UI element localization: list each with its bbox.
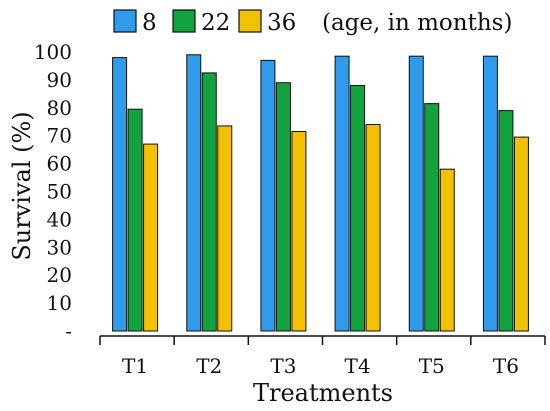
legend-label-series-3: 36 [267, 10, 296, 36]
y-axis-title: Survival (%) [8, 111, 36, 260]
y-tick-label: 80 [47, 96, 72, 120]
x-tick-label: T6 [493, 354, 519, 378]
bar-T2-series-3 [217, 125, 233, 332]
bar-T4-series-2 [350, 84, 366, 332]
legend-label-series-2: 22 [201, 10, 230, 36]
legend-swatch-series-1 [113, 9, 137, 33]
bar-T5-series-2 [424, 103, 440, 332]
bar-T1-series-2 [127, 108, 143, 332]
y-tick-label: 100 [34, 40, 72, 64]
x-tick-label: T3 [270, 354, 296, 378]
bar-T2-series-2 [201, 72, 217, 332]
bar-T3-series-2 [275, 82, 291, 332]
bar-T5-series-3 [439, 168, 455, 332]
y-tick-label: 60 [47, 152, 72, 176]
y-tick-label: 70 [47, 124, 72, 148]
bar-T5-series-1 [408, 55, 424, 332]
legend: 8 22 36 (age, in months) [113, 9, 512, 36]
bar-T1-series-3 [143, 143, 159, 332]
y-tick-label: 30 [47, 235, 72, 259]
x-axis-title: Treatments [253, 379, 393, 407]
y-tick-label: 20 [47, 263, 72, 287]
y-tick-label: 50 [47, 180, 72, 204]
bar-T1-series-1 [112, 57, 128, 332]
bar-T4-series-1 [334, 55, 350, 332]
x-tick-label: T5 [419, 354, 445, 378]
x-tick-label: T2 [196, 354, 222, 378]
x-axis-ticks: T1 T2 T3 T4 T5 T6 [122, 354, 519, 378]
bar-T6-series-1 [482, 55, 498, 332]
legend-swatch-series-2 [172, 9, 196, 33]
bar-T6-series-3 [513, 136, 529, 332]
y-tick-label: 40 [47, 207, 72, 231]
y-tick-label: 10 [47, 291, 72, 315]
bar-T6-series-2 [498, 110, 514, 332]
legend-note: (age, in months) [322, 10, 512, 36]
x-tick-label: T1 [122, 354, 148, 378]
x-tick-label: T4 [345, 354, 371, 378]
bar-T2-series-1 [186, 54, 202, 332]
y-tick-label: - [65, 319, 72, 343]
legend-swatch-series-3 [238, 9, 262, 33]
legend-label-series-1: 8 [142, 10, 157, 36]
bar-T4-series-3 [365, 124, 381, 332]
bars [112, 54, 529, 332]
bar-T3-series-1 [260, 59, 276, 332]
y-axis-ticks: 10 20 30 40 50 60 70 80 90 100 - [34, 40, 72, 343]
x-axis [99, 335, 546, 345]
bar-T3-series-3 [291, 131, 307, 332]
y-tick-label: 90 [47, 68, 72, 92]
